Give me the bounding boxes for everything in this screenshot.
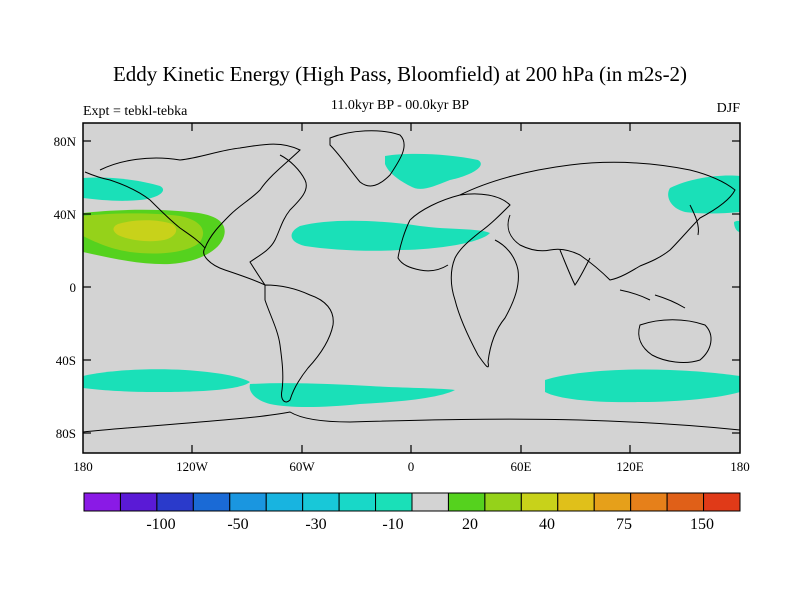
lat-ticks <box>83 140 740 434</box>
colorbar-label: -50 <box>227 516 248 533</box>
lon-label-60e: 60E <box>511 459 532 474</box>
colorbar-swatch <box>447 492 486 512</box>
north-pacific-anomaly-75 <box>113 220 177 242</box>
colorbar-swatch <box>520 492 559 512</box>
experiment-label: Expt = tebkl-tebka <box>83 104 188 119</box>
colorbar <box>83 492 741 512</box>
colorbar-swatch <box>666 492 705 512</box>
colorbar-label: -30 <box>305 516 326 533</box>
colorbar-swatch <box>593 492 632 512</box>
lon-label-180e: 180 <box>730 459 750 474</box>
lat-label-0: 0 <box>70 280 77 295</box>
lat-label-40n: 40N <box>54 207 77 222</box>
coastlines <box>83 130 740 433</box>
colorbar-swatch <box>192 492 231 512</box>
colorbar-label: 20 <box>462 516 478 533</box>
arctic-teal <box>385 153 481 189</box>
lon-ticks <box>191 123 631 453</box>
colorbar-swatch <box>156 492 194 512</box>
colorbar-swatch <box>411 492 449 512</box>
lon-label-60w: 60W <box>289 459 315 474</box>
north-atlantic-teal <box>291 220 490 251</box>
colorbar-swatch <box>119 492 158 512</box>
lat-label-80n: 80N <box>54 134 77 149</box>
colorbar-label: -10 <box>382 516 403 533</box>
colorbar-swatch <box>557 492 595 512</box>
colorbar-label: -100 <box>146 516 175 533</box>
colorbar-swatch <box>229 492 267 512</box>
colorbar-label: 40 <box>539 516 555 533</box>
south-indian-teal <box>545 369 740 403</box>
season-label: DJF <box>716 101 740 116</box>
map-subtitle: 11.0kyr BP - 00.0kyr BP <box>330 98 470 113</box>
colorbar-swatch <box>375 492 413 512</box>
map-title: Eddy Kinetic Energy (High Pass, Bloomfie… <box>112 62 688 86</box>
colorbar-swatch <box>338 492 377 512</box>
lon-label-120e: 120E <box>616 459 644 474</box>
colorbar-swatch <box>703 492 741 512</box>
lat-label-40s: 40S <box>56 353 76 368</box>
pacific-edge-teal <box>734 220 740 232</box>
south-pacific-teal <box>83 369 250 392</box>
lon-label-180w: 180 <box>73 459 93 474</box>
colorbar-label: 150 <box>690 516 714 533</box>
lat-label-80s: 80S <box>56 426 76 441</box>
south-atlantic-teal <box>249 383 455 407</box>
colorbar-swatch <box>302 492 340 512</box>
lon-label-120w: 120W <box>176 459 209 474</box>
colorbar-label: 75 <box>616 516 632 533</box>
colorbar-swatch <box>83 492 121 512</box>
colorbar-swatch <box>265 492 304 512</box>
colorbar-swatch <box>484 492 522 512</box>
colorbar-swatch <box>630 492 668 512</box>
lon-label-0: 0 <box>408 459 415 474</box>
